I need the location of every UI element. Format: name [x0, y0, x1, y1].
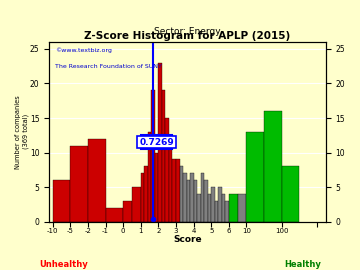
Bar [194, 180, 197, 222]
Bar [162, 90, 166, 222]
Y-axis label: Number of companies
(369 total): Number of companies (369 total) [15, 95, 28, 169]
Bar [123, 201, 132, 222]
Bar [155, 153, 158, 222]
Bar [158, 63, 162, 222]
Bar [176, 159, 180, 222]
Bar [148, 132, 151, 222]
Bar [201, 173, 204, 222]
Bar [166, 118, 169, 222]
Bar [264, 111, 282, 222]
Bar [70, 146, 88, 222]
Bar [190, 173, 194, 222]
Bar [222, 194, 225, 222]
Bar [218, 187, 222, 222]
Bar [197, 194, 201, 222]
Bar [172, 159, 176, 222]
Bar [186, 180, 190, 222]
Text: ©www.textbiz.org: ©www.textbiz.org [55, 48, 112, 53]
X-axis label: Score: Score [173, 235, 202, 244]
Bar [238, 194, 247, 222]
Bar [169, 139, 172, 222]
Bar [183, 173, 186, 222]
Bar [132, 187, 141, 222]
Text: 0.7269: 0.7269 [139, 138, 174, 147]
Bar [180, 166, 183, 222]
Text: Sector: Energy: Sector: Energy [154, 27, 221, 36]
Text: The Research Foundation of SUNY: The Research Foundation of SUNY [55, 64, 162, 69]
Bar [215, 201, 218, 222]
Title: Z-Score Histogram for APLP (2015): Z-Score Histogram for APLP (2015) [84, 31, 291, 41]
Bar [211, 187, 215, 222]
Bar [53, 180, 70, 222]
Bar [204, 180, 208, 222]
Bar [208, 194, 211, 222]
Bar [141, 173, 144, 222]
Bar [247, 132, 264, 222]
Bar [229, 194, 238, 222]
Bar [88, 139, 105, 222]
Bar [144, 166, 148, 222]
Bar [282, 166, 299, 222]
Bar [105, 208, 123, 222]
Bar [151, 90, 155, 222]
Text: Unhealthy: Unhealthy [40, 260, 88, 269]
Bar [225, 201, 229, 222]
Text: Healthy: Healthy [284, 260, 321, 269]
